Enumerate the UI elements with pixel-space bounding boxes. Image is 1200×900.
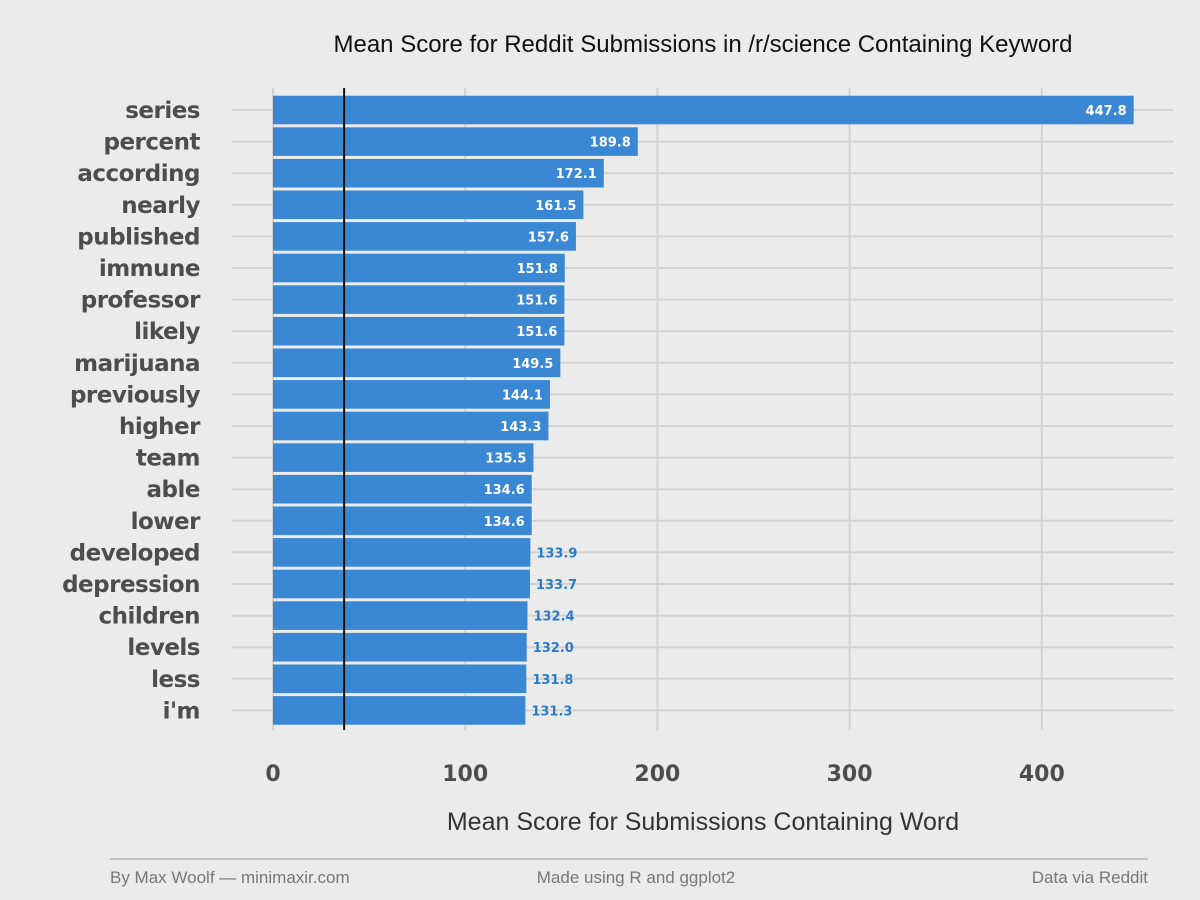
bar-value-label: 157.6 bbox=[528, 230, 569, 245]
bar bbox=[273, 253, 565, 283]
bar bbox=[273, 538, 531, 567]
bar-value-label: 149.5 bbox=[512, 357, 553, 372]
bar-value-label: 151.6 bbox=[516, 325, 557, 340]
x-tick-label: 200 bbox=[634, 762, 680, 787]
category-label: able bbox=[147, 477, 200, 503]
bar bbox=[273, 601, 528, 630]
x-tick-label: 400 bbox=[1019, 762, 1065, 787]
bar-value-label: 144.1 bbox=[502, 388, 543, 403]
bar bbox=[273, 664, 527, 694]
category-label: nearly bbox=[121, 193, 200, 219]
bar-value-label: 172.1 bbox=[556, 167, 597, 182]
bar-value-label: 133.9 bbox=[536, 546, 577, 561]
footer-tool: Made using R and ggplot2 bbox=[537, 868, 735, 887]
x-axis-title: Mean Score for Submissions Containing Wo… bbox=[447, 808, 959, 836]
x-tick-labels: 0 100 200 300 400 bbox=[265, 762, 1064, 787]
value-labels: 447.8 189.8 172.1 161.5 157.6 151.8 151.6 151.6… bbox=[484, 104, 1127, 719]
bar-value-label: 134.6 bbox=[484, 483, 525, 498]
bar-value-label: 132.4 bbox=[533, 610, 574, 625]
category-label: immune bbox=[99, 256, 200, 282]
bar bbox=[273, 127, 638, 156]
category-label: children bbox=[98, 604, 200, 630]
category-label: according bbox=[77, 161, 200, 187]
bar-value-label: 132.0 bbox=[533, 641, 574, 656]
bar-value-label: 134.6 bbox=[484, 515, 525, 530]
bar bbox=[273, 158, 604, 188]
bar-value-label: 189.8 bbox=[590, 136, 631, 151]
bar-value-label: 151.8 bbox=[517, 262, 558, 277]
bar bbox=[273, 316, 565, 346]
bar-value-label: 143.3 bbox=[500, 420, 541, 435]
footer-source: Data via Reddit bbox=[1032, 868, 1149, 887]
bar-value-label: 161.5 bbox=[535, 199, 576, 214]
bar bbox=[273, 348, 561, 378]
bar bbox=[273, 190, 584, 220]
bar bbox=[273, 632, 527, 662]
category-label: percent bbox=[103, 130, 200, 156]
category-label: higher bbox=[119, 414, 201, 440]
bar bbox=[273, 696, 526, 725]
bars bbox=[273, 95, 1134, 725]
bar-value-label: 151.6 bbox=[516, 294, 557, 309]
x-tick-label: 300 bbox=[827, 762, 873, 787]
bar bbox=[273, 222, 576, 251]
bar bbox=[273, 506, 532, 536]
x-tick-label: 0 bbox=[265, 762, 280, 787]
category-label: previously bbox=[70, 382, 201, 408]
bar bbox=[273, 443, 534, 472]
bar-value-label: 447.8 bbox=[1086, 104, 1127, 119]
category-label: i'm bbox=[163, 698, 200, 724]
category-label: lower bbox=[131, 509, 202, 535]
category-label: likely bbox=[134, 319, 200, 345]
category-label: less bbox=[151, 667, 200, 693]
category-label: marijuana bbox=[74, 351, 200, 377]
category-label: depression bbox=[62, 572, 200, 598]
bar bbox=[273, 285, 565, 314]
bar bbox=[273, 569, 530, 599]
footer-credit: By Max Woolf — minimaxir.com bbox=[110, 868, 350, 887]
bar-value-label: 131.3 bbox=[531, 704, 572, 719]
bar-value-label: 133.7 bbox=[536, 578, 577, 593]
chart-title: Mean Score for Reddit Submissions in /r/… bbox=[333, 31, 1072, 58]
bar-value-label: 131.8 bbox=[532, 673, 573, 688]
category-label: series bbox=[125, 98, 200, 124]
category-label: professor bbox=[81, 288, 201, 314]
bar bbox=[273, 474, 532, 504]
category-label: published bbox=[77, 224, 200, 250]
category-label: developed bbox=[70, 540, 200, 566]
category-label: levels bbox=[127, 635, 200, 661]
category-labels: series percent according nearly published imm… bbox=[62, 98, 202, 724]
category-label: team bbox=[136, 446, 200, 472]
bar bbox=[273, 380, 550, 409]
bar bbox=[273, 95, 1134, 125]
bar bbox=[273, 411, 549, 441]
bar-value-label: 135.5 bbox=[485, 452, 526, 467]
x-tick-label: 100 bbox=[442, 762, 488, 787]
